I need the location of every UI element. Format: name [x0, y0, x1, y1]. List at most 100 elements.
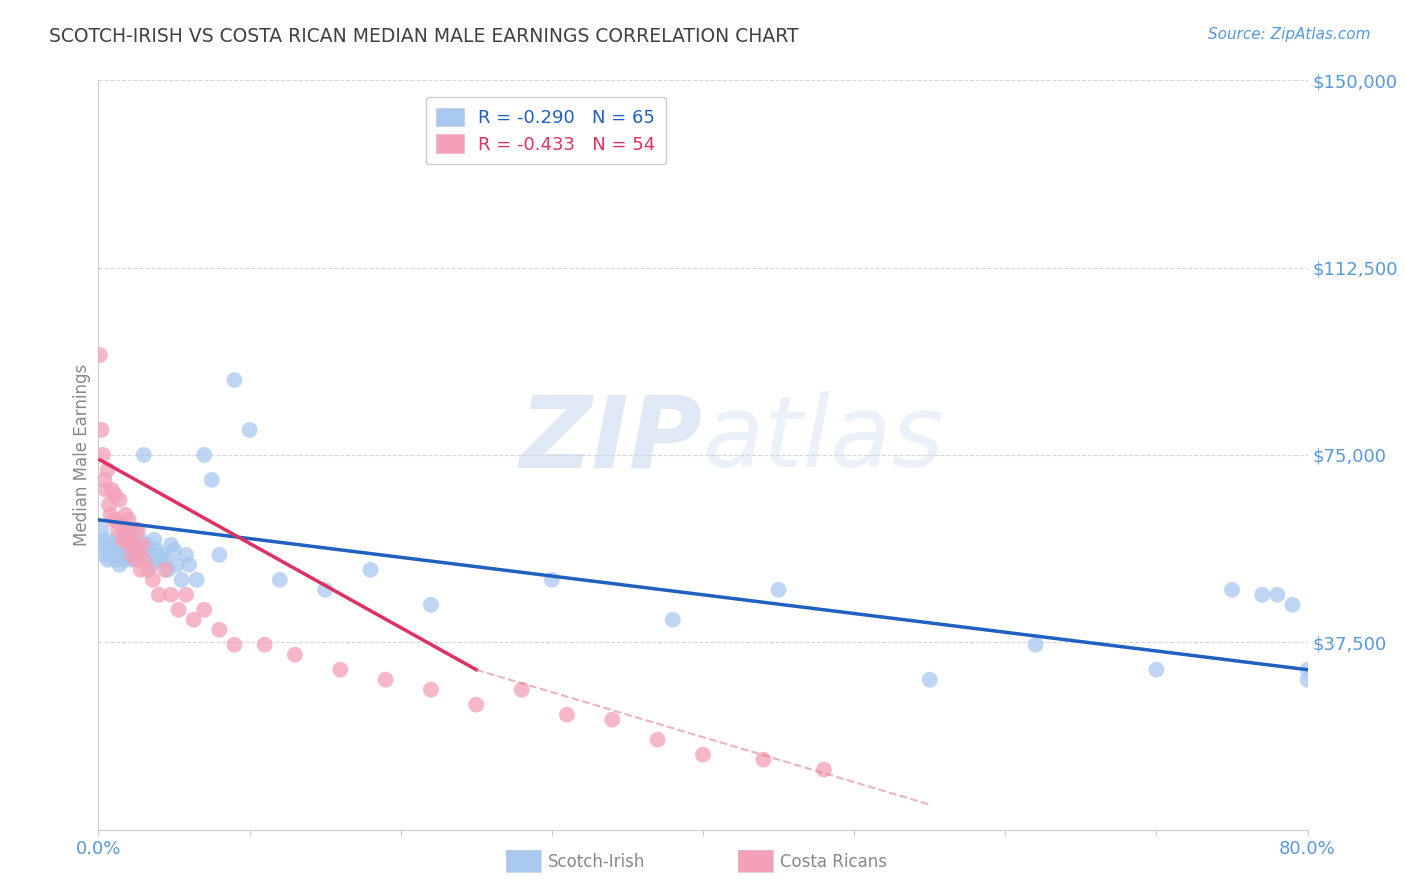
Point — [813, 763, 835, 777]
Point — [100, 508, 122, 522]
Y-axis label: Median Male Earnings: Median Male Earnings — [73, 364, 91, 546]
Text: Costa Ricans: Costa Ricans — [780, 853, 887, 871]
Point — [1296, 663, 1319, 677]
Point — [420, 682, 443, 697]
Point — [224, 373, 246, 387]
Point — [114, 508, 136, 522]
Point — [108, 492, 131, 507]
Point — [110, 517, 132, 532]
Point — [107, 523, 129, 537]
Point — [153, 563, 176, 577]
Text: atlas: atlas — [703, 392, 945, 489]
Point — [127, 523, 149, 537]
Point — [186, 573, 208, 587]
Point — [118, 513, 141, 527]
Point — [1251, 588, 1274, 602]
Point — [98, 498, 121, 512]
Point — [193, 448, 215, 462]
Point — [1024, 638, 1046, 652]
Point — [647, 732, 669, 747]
Point — [103, 513, 125, 527]
Point — [160, 588, 183, 602]
Point — [131, 538, 153, 552]
Point — [540, 573, 562, 587]
Point — [93, 473, 115, 487]
Point — [208, 623, 231, 637]
Point — [104, 553, 127, 567]
Point — [112, 553, 135, 567]
Point — [121, 553, 143, 567]
Point — [104, 488, 127, 502]
Point — [132, 448, 155, 462]
Point — [125, 523, 148, 537]
Point — [115, 538, 138, 552]
Point — [253, 638, 276, 652]
Point — [183, 613, 205, 627]
Point — [136, 542, 159, 557]
Point — [120, 548, 142, 562]
Point — [121, 548, 143, 562]
Point — [103, 542, 125, 557]
Point — [314, 582, 336, 597]
Point — [90, 423, 112, 437]
Point — [111, 533, 134, 547]
Text: Scotch-Irish: Scotch-Irish — [548, 853, 645, 871]
Point — [174, 588, 197, 602]
Point — [129, 563, 152, 577]
Text: SCOTCH-IRISH VS COSTA RICAN MEDIAN MALE EARNINGS CORRELATION CHART: SCOTCH-IRISH VS COSTA RICAN MEDIAN MALE … — [49, 27, 799, 45]
Point — [93, 548, 115, 562]
Point — [128, 542, 150, 557]
Point — [768, 582, 790, 597]
Point — [115, 533, 138, 547]
Text: Source: ZipAtlas.com: Source: ZipAtlas.com — [1208, 27, 1371, 42]
Point — [118, 523, 141, 537]
Point — [148, 588, 170, 602]
Point — [208, 548, 231, 562]
Point — [193, 603, 215, 617]
Point — [692, 747, 714, 762]
Legend: R = -0.290   N = 65, R = -0.433   N = 54: R = -0.290 N = 65, R = -0.433 N = 54 — [426, 97, 666, 164]
Point — [201, 473, 224, 487]
Point — [96, 463, 118, 477]
Point — [148, 553, 170, 567]
Point — [139, 548, 162, 562]
Point — [101, 538, 124, 552]
Point — [101, 483, 124, 497]
Point — [120, 538, 142, 552]
Point — [124, 538, 146, 552]
Point — [145, 542, 167, 557]
Point — [510, 682, 533, 697]
Point — [111, 542, 134, 557]
Point — [1296, 673, 1319, 687]
Point — [129, 533, 152, 547]
Point — [143, 533, 166, 547]
Point — [156, 563, 179, 577]
Point — [136, 563, 159, 577]
Point — [91, 448, 114, 462]
Point — [110, 538, 132, 552]
Point — [89, 348, 111, 362]
Point — [94, 483, 117, 497]
Point — [420, 598, 443, 612]
Point — [284, 648, 307, 662]
Point — [112, 523, 135, 537]
Point — [239, 423, 262, 437]
Point — [374, 673, 396, 687]
Point — [125, 553, 148, 567]
Text: ZIP: ZIP — [520, 392, 703, 489]
Point — [360, 563, 382, 577]
Point — [918, 673, 941, 687]
Point — [141, 558, 163, 572]
Point — [661, 613, 683, 627]
Point — [170, 573, 193, 587]
Point — [98, 542, 121, 557]
Point — [127, 548, 149, 562]
Point — [752, 753, 775, 767]
Point — [91, 538, 114, 552]
Point — [132, 553, 155, 567]
Point — [224, 638, 246, 652]
Point — [179, 558, 201, 572]
Point — [124, 538, 146, 552]
Point — [108, 558, 131, 572]
Point — [329, 663, 352, 677]
